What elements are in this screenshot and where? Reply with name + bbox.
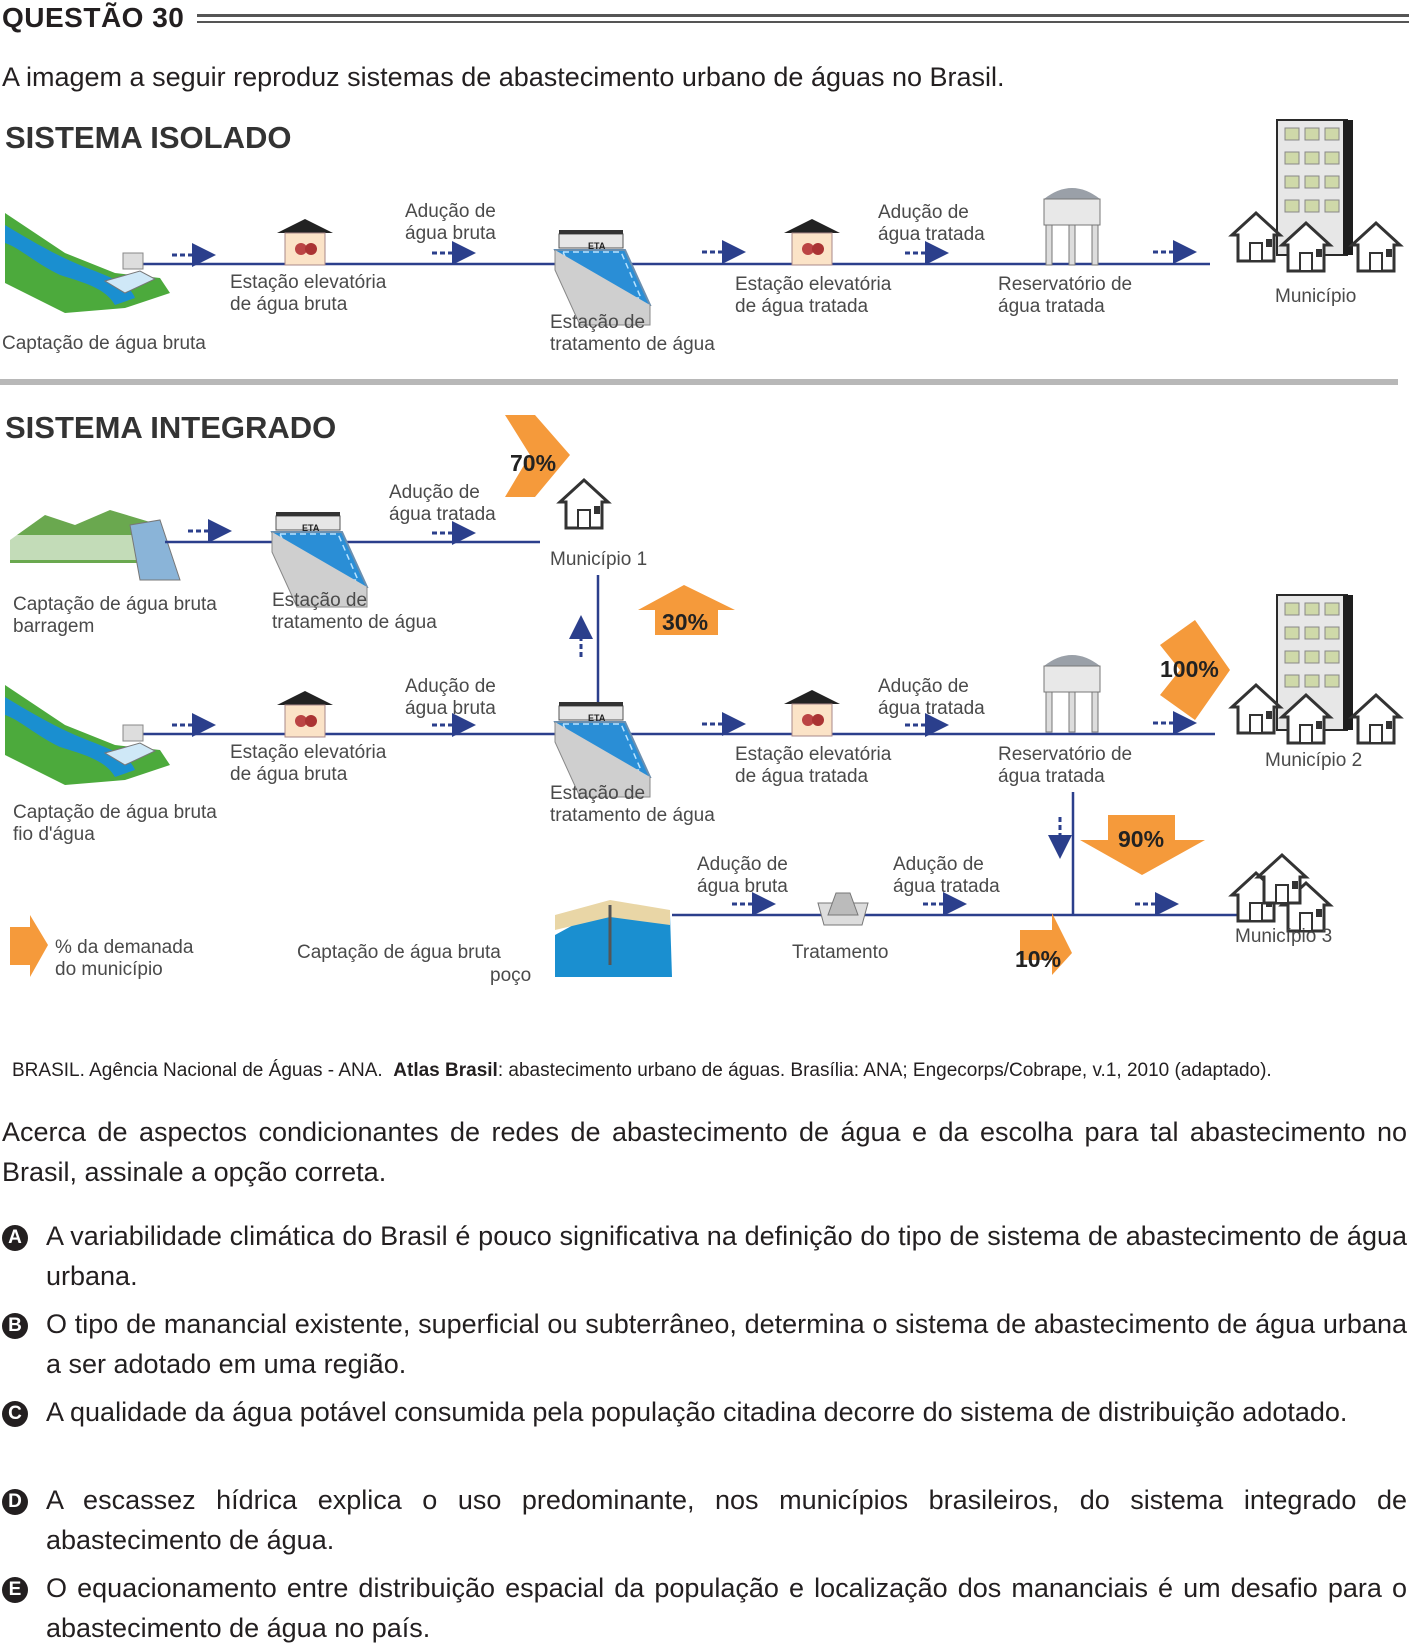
question-header: QUESTÃO 30 bbox=[0, 0, 1409, 40]
label-captacao-poco-2: poço bbox=[490, 965, 531, 986]
label-municipio: Município bbox=[1275, 286, 1356, 307]
label-aducao-tratada-2: água tratada bbox=[878, 224, 985, 245]
label-elev-tratada: Estação elevatória bbox=[735, 744, 892, 765]
water-tower-icon bbox=[1043, 654, 1101, 733]
label-eta-2-line2: tratamento de água bbox=[550, 805, 715, 826]
caption-part1: BRASIL. Agência Nacional de Águas - ANA. bbox=[12, 1060, 383, 1081]
integrado-title: SISTEMA INTEGRADO bbox=[5, 410, 336, 445]
demand-arrow-70 bbox=[505, 415, 570, 497]
label-aducao-tratada: Adução de bbox=[389, 482, 480, 503]
label-reservatorio-2: água tratada bbox=[998, 766, 1105, 787]
option-text-c: A qualidade da água potável consumida pe… bbox=[46, 1397, 1348, 1427]
house-icon bbox=[1230, 211, 1282, 263]
pct-100: 100% bbox=[1160, 656, 1219, 682]
legend-label-2: do município bbox=[55, 959, 163, 980]
intro-text: A imagem a seguir reproduz sistemas de a… bbox=[2, 62, 1005, 92]
pump-station-icon bbox=[276, 218, 334, 266]
demand-arrow-10 bbox=[1020, 913, 1072, 975]
demand-arrow-30 bbox=[638, 585, 735, 635]
label-captacao-fio-2: fio d'água bbox=[13, 824, 95, 845]
label-eta: Estação de bbox=[550, 312, 645, 333]
label-aducao-tratada-2: água tratada bbox=[878, 698, 985, 719]
house-icon bbox=[1230, 683, 1282, 735]
label-captacao-barragem: Captação de água bruta bbox=[13, 594, 217, 615]
question-stem: Acerca de aspectos condicionantes de red… bbox=[2, 1117, 1407, 1187]
option-letter-e: E bbox=[2, 1577, 28, 1603]
pump-station-icon bbox=[783, 689, 841, 737]
pct-10: 10% bbox=[1015, 946, 1061, 972]
label-captacao-barragem-2: barragem bbox=[13, 616, 94, 637]
label-aducao-bruta-3-2: água bruta bbox=[697, 876, 788, 897]
caption-bold: Atlas Brasil bbox=[393, 1060, 498, 1081]
label-aducao-tratada-2: água tratada bbox=[389, 504, 496, 525]
label-elev-bruta: Estação elevatória bbox=[230, 742, 387, 763]
label-eta-2: tratamento de água bbox=[272, 612, 437, 633]
label-aducao-bruta-2: água bruta bbox=[405, 223, 496, 244]
label-aducao-tratada-3: Adução de bbox=[893, 854, 984, 875]
header-rule bbox=[197, 14, 1409, 17]
label-aducao-tratada: Adução de bbox=[878, 202, 969, 223]
option-text-b: O tipo de manancial existente, superfici… bbox=[46, 1309, 1407, 1379]
house-icon bbox=[1256, 853, 1308, 905]
eta-tag: ETA bbox=[588, 713, 606, 723]
pct-30: 30% bbox=[662, 609, 708, 635]
label-tratamento: Tratamento bbox=[792, 942, 888, 963]
option-text-e: O equacionamento entre distribuição espa… bbox=[46, 1573, 1407, 1643]
label-elev-bruta-2: de água bruta bbox=[230, 764, 348, 785]
demand-arrow-100 bbox=[1160, 620, 1230, 720]
label-eta: Estação de bbox=[272, 590, 367, 611]
label-captacao: Captação de água bruta bbox=[2, 333, 206, 354]
label-aducao-tratada-3-2: água tratada bbox=[893, 876, 1000, 897]
pct-70: 70% bbox=[510, 450, 556, 476]
water-supply-diagram: SISTEMA ISOLADO ETA Captação de água bru… bbox=[0, 119, 1402, 986]
label-aducao-bruta-3: Adução de bbox=[697, 854, 788, 875]
label-aducao-bruta: Adução de bbox=[405, 201, 496, 222]
label-eta-2: tratamento de água bbox=[550, 334, 715, 355]
figure-caption: BRASIL. Agência Nacional de Águas - ANA.… bbox=[12, 1060, 1272, 1082]
header-rule-2 bbox=[197, 21, 1409, 23]
label-captacao-poco: Captação de água bruta bbox=[297, 942, 501, 963]
option-letter-b: B bbox=[2, 1313, 28, 1339]
option-text-d: A escassez hídrica explica o uso predomi… bbox=[46, 1485, 1407, 1555]
label-reservatorio-2: água tratada bbox=[998, 296, 1105, 317]
label-reservatorio: Reservatório de bbox=[998, 744, 1132, 765]
isolado-title: SISTEMA ISOLADO bbox=[5, 120, 291, 155]
label-elev-bruta-2: de água bruta bbox=[230, 294, 348, 315]
pump-station-icon bbox=[783, 218, 841, 266]
house-icon bbox=[1350, 693, 1402, 745]
house-icon bbox=[558, 478, 610, 530]
caption-part2: : abastecimento urbano de águas. Brasíli… bbox=[497, 1060, 1272, 1081]
demand-arrow-90 bbox=[1080, 815, 1205, 875]
option-letter-c: C bbox=[2, 1401, 28, 1427]
label-captacao-fio: Captação de água bruta bbox=[13, 802, 217, 823]
legend-label: % da demanada bbox=[55, 937, 194, 958]
label-eta-2-line1: Estação de bbox=[550, 783, 645, 804]
legend-arrow-icon bbox=[10, 915, 48, 977]
section-divider bbox=[0, 379, 1398, 385]
flow-arrows bbox=[172, 240, 1197, 267]
label-elev-tratada: Estação elevatória bbox=[735, 274, 892, 295]
label-municipio-3: Município 3 bbox=[1235, 926, 1332, 947]
label-reservatorio: Reservatório de bbox=[998, 274, 1132, 295]
pct-90: 90% bbox=[1118, 826, 1164, 852]
option-text-a: A variabilidade climática do Brasil é po… bbox=[46, 1221, 1407, 1291]
label-elev-bruta: Estação elevatória bbox=[230, 272, 387, 293]
label-aducao-tratada: Adução de bbox=[878, 676, 969, 697]
option-letter-d: D bbox=[2, 1489, 28, 1515]
house-icon bbox=[1350, 221, 1402, 273]
question-number: QUESTÃO 30 bbox=[2, 2, 185, 33]
label-aducao-bruta-2: água bruta bbox=[405, 698, 496, 719]
option-letter-a: A bbox=[2, 1225, 28, 1251]
pump-station-icon bbox=[276, 690, 334, 738]
eta-tag: ETA bbox=[302, 523, 320, 533]
label-elev-tratada-2: de água tratada bbox=[735, 296, 869, 317]
label-municipio-2: Município 2 bbox=[1265, 750, 1362, 771]
water-tower-icon bbox=[1043, 187, 1101, 266]
label-municipio-1: Município 1 bbox=[550, 549, 647, 570]
label-elev-tratada-2: de água tratada bbox=[735, 766, 869, 787]
eta-tag: ETA bbox=[588, 241, 606, 251]
label-aducao-bruta: Adução de bbox=[405, 676, 496, 697]
